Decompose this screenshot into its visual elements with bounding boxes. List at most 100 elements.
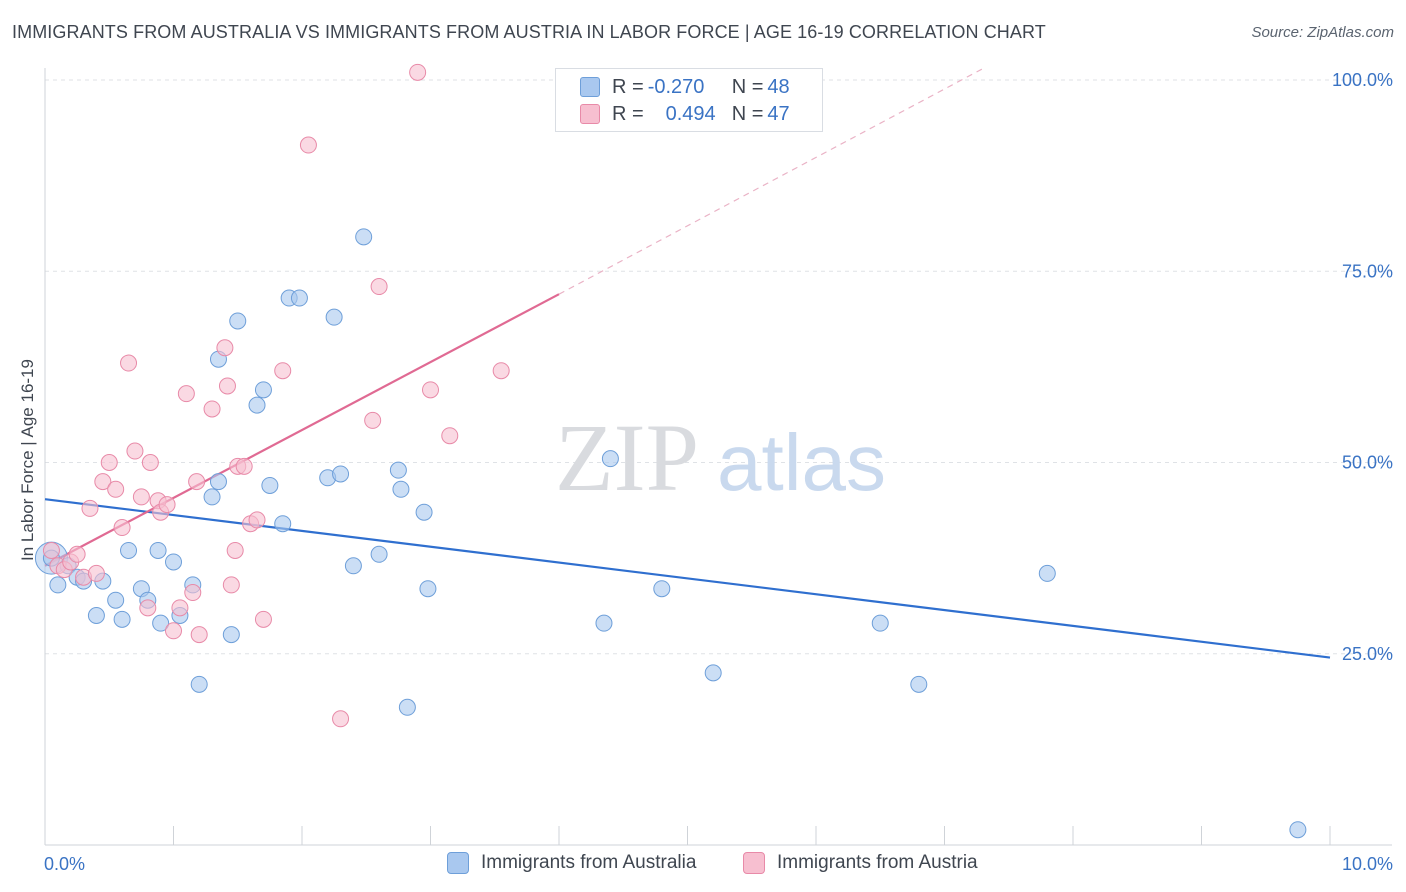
legend-item-australia[interactable]: Immigrants from Australia bbox=[447, 852, 696, 874]
data-point-austria bbox=[364, 411, 382, 429]
data-point-australia bbox=[370, 545, 388, 563]
legend-item-austria[interactable]: Immigrants from Austria bbox=[743, 852, 978, 874]
data-point-austria bbox=[254, 610, 272, 628]
stats-row-austria: R = 0.494 N = 47 bbox=[580, 101, 790, 127]
data-point-australia bbox=[1289, 821, 1307, 839]
r-label: R = bbox=[612, 102, 644, 125]
data-point-australia bbox=[871, 614, 889, 632]
stats-legend: R = -0.270 N = 48 R = 0.494 N = 47 bbox=[555, 68, 823, 132]
data-point-australia bbox=[261, 476, 279, 494]
data-point-australia bbox=[704, 664, 722, 682]
data-point-australia bbox=[595, 614, 613, 632]
data-point-austria bbox=[422, 381, 439, 399]
data-point-austria bbox=[235, 457, 253, 475]
source-label: Source: ZipAtlas.com bbox=[1251, 24, 1394, 41]
n-label: N = bbox=[731, 102, 764, 125]
legend-label-australia: Immigrants from Australia bbox=[481, 852, 697, 873]
data-point-austria bbox=[248, 511, 266, 529]
data-point-austria bbox=[100, 454, 118, 471]
series-legend: Immigrants from Australia Immigrants fro… bbox=[0, 850, 1406, 878]
data-point-austria bbox=[87, 564, 105, 582]
data-point-austria bbox=[68, 545, 86, 563]
data-point-australia bbox=[87, 607, 105, 624]
watermark-atlas: atlas bbox=[717, 418, 886, 507]
tick-labels: 25.0% 50.0% 75.0% 100.0% 0.0% 10.0% bbox=[44, 70, 1393, 874]
data-point-australia bbox=[1038, 564, 1056, 582]
data-point-austria bbox=[332, 710, 350, 728]
data-point-austria bbox=[42, 541, 60, 559]
data-point-australia bbox=[222, 626, 240, 644]
data-point-australia bbox=[113, 610, 131, 628]
data-point-australia bbox=[203, 488, 221, 506]
australia-swatch bbox=[580, 77, 600, 97]
data-point-austria bbox=[165, 622, 182, 640]
r-value: 0.494 bbox=[665, 102, 716, 125]
data-point-australia bbox=[107, 591, 125, 609]
x-tick-label: 0.0% bbox=[44, 854, 85, 874]
data-point-austria bbox=[299, 136, 317, 154]
data-point-austria bbox=[184, 584, 202, 602]
austria-swatch bbox=[580, 104, 600, 124]
data-point-austria bbox=[188, 473, 206, 491]
data-point-austria bbox=[141, 454, 159, 471]
data-point-australia bbox=[209, 473, 227, 491]
data-point-austria bbox=[190, 626, 208, 644]
data-point-australia bbox=[190, 675, 208, 693]
data-point-australia bbox=[254, 381, 272, 399]
data-point-australia bbox=[152, 614, 170, 632]
data-point-australia bbox=[389, 461, 407, 479]
data-point-australia bbox=[49, 576, 67, 594]
n-value: 48 bbox=[767, 75, 790, 98]
data-point-australia bbox=[120, 541, 138, 559]
data-point-austria bbox=[113, 519, 131, 537]
data-point-austria bbox=[218, 377, 236, 395]
r-label: R = bbox=[612, 75, 644, 98]
data-point-austria bbox=[409, 63, 427, 81]
data-point-austria bbox=[120, 354, 138, 372]
data-point-austria bbox=[81, 499, 99, 517]
austria-legend-swatch bbox=[743, 852, 765, 874]
data-point-austria bbox=[158, 496, 176, 514]
data-point-australia bbox=[415, 503, 433, 521]
data-point-australia bbox=[229, 312, 247, 330]
data-point-australia bbox=[248, 396, 266, 414]
stats-row-australia: R = -0.270 N = 48 bbox=[580, 74, 790, 100]
trend-extension-austria bbox=[558, 67, 984, 295]
data-point-austria bbox=[370, 278, 388, 296]
grid-lines bbox=[45, 79, 1392, 655]
data-point-austria bbox=[177, 385, 195, 403]
data-point-australia bbox=[290, 289, 308, 307]
legend-label-austria: Immigrants from Austria bbox=[777, 852, 978, 873]
data-point-australia bbox=[355, 228, 373, 246]
n-label: N = bbox=[731, 75, 764, 98]
x-tick-label: 10.0% bbox=[1342, 854, 1393, 874]
data-point-austria bbox=[274, 362, 292, 380]
watermark-zip: ZIP bbox=[555, 404, 699, 511]
data-point-australia bbox=[392, 480, 410, 498]
data-point-australia bbox=[149, 541, 167, 559]
watermark: ZIP atlas bbox=[555, 404, 886, 511]
data-point-austria bbox=[171, 599, 189, 617]
data-point-austria bbox=[203, 400, 221, 418]
data-point-austria bbox=[139, 599, 157, 617]
data-point-austria bbox=[226, 541, 244, 559]
data-point-austria bbox=[441, 427, 459, 445]
data-point-austria bbox=[216, 339, 234, 357]
y-tick-label: 75.0% bbox=[1342, 261, 1393, 281]
data-points bbox=[34, 63, 1307, 839]
data-point-australia bbox=[332, 465, 350, 483]
data-point-australia bbox=[274, 515, 292, 533]
chart-title: IMMIGRANTS FROM AUSTRALIA VS IMMIGRANTS … bbox=[12, 22, 1046, 42]
data-point-australia bbox=[344, 557, 362, 575]
r-value: -0.270 bbox=[647, 75, 705, 98]
data-point-austria bbox=[492, 362, 510, 380]
y-axis-label: In Labor Force | Age 16-19 bbox=[18, 359, 37, 561]
n-value: 47 bbox=[767, 102, 790, 125]
y-tick-label: 50.0% bbox=[1342, 453, 1393, 473]
trend-line-austria bbox=[44, 293, 560, 567]
data-point-austria bbox=[222, 576, 240, 594]
data-point-australia bbox=[910, 675, 928, 693]
data-point-australia bbox=[398, 698, 416, 716]
australia-legend-swatch bbox=[447, 852, 469, 874]
